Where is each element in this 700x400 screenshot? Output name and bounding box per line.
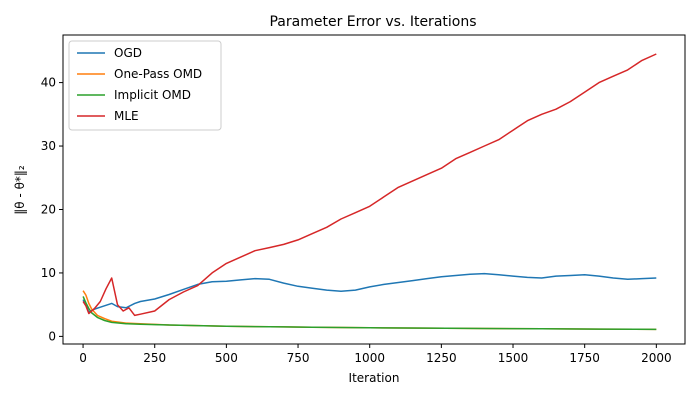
y-tick-label: 0 bbox=[48, 329, 56, 343]
series-line-one-pass-omd bbox=[82, 290, 657, 331]
series-line-ogd bbox=[82, 272, 657, 314]
x-tick-label: 1000 bbox=[354, 351, 385, 365]
legend: OGD One-Pass OMD Implicit OMD MLE bbox=[68, 40, 222, 131]
series-line-implicit-omd bbox=[82, 296, 657, 331]
plot-area bbox=[82, 53, 657, 331]
legend-box bbox=[68, 40, 222, 131]
legend-label: One-Pass OMD bbox=[114, 67, 202, 81]
y-tick-label: 20 bbox=[41, 202, 56, 216]
legend-label: OGD bbox=[114, 46, 142, 60]
y-tick-label: 10 bbox=[41, 266, 56, 280]
x-tick-label: 750 bbox=[287, 351, 310, 365]
x-tick-label: 1250 bbox=[426, 351, 457, 365]
x-tick-label: 1500 bbox=[498, 351, 529, 365]
y-tick-label: 40 bbox=[41, 76, 56, 90]
x-tick-label: 500 bbox=[215, 351, 238, 365]
plot-frame bbox=[62, 34, 686, 345]
y-axis: 0 10 20 30 40 bbox=[41, 76, 63, 343]
x-axis: 0 250 500 750 1000 1250 1500 1750 2000 bbox=[79, 344, 672, 365]
x-tick-label: 0 bbox=[79, 351, 87, 365]
x-tick-label: 2000 bbox=[641, 351, 672, 365]
chart-title: Parameter Error vs. Iterations bbox=[269, 14, 476, 30]
x-axis-label: Iteration bbox=[349, 371, 400, 385]
y-axis-label: ‖θ - θ*‖₂ bbox=[13, 165, 27, 215]
legend-label: Implicit OMD bbox=[114, 88, 191, 102]
legend-label: MLE bbox=[114, 109, 139, 123]
series-line-mle bbox=[82, 53, 657, 317]
x-tick-label: 1750 bbox=[569, 351, 600, 365]
x-tick-label: 250 bbox=[143, 351, 166, 365]
y-tick-label: 30 bbox=[41, 139, 56, 153]
